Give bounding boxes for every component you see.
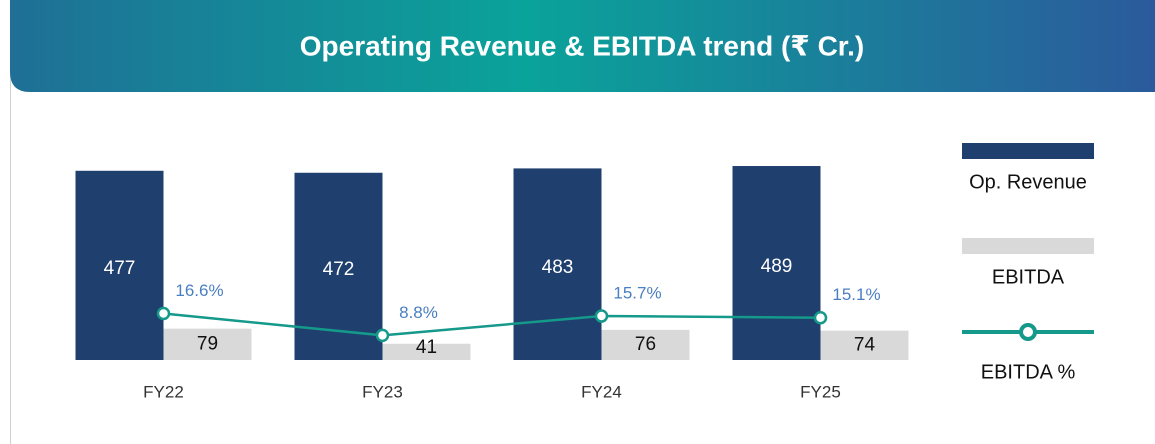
bar bbox=[382, 343, 471, 360]
bar bbox=[820, 330, 909, 360]
data-label: 8.8% bbox=[399, 303, 438, 322]
data-label: 15.1% bbox=[832, 285, 880, 304]
legend-label: Op. Revenue bbox=[969, 171, 1087, 193]
line-point bbox=[375, 328, 390, 343]
x-tick-label: FY23 bbox=[362, 382, 403, 401]
data-label: 41 bbox=[416, 337, 437, 358]
chart-title: Operating Revenue & EBITDA trend (₹ Cr.) bbox=[300, 30, 865, 61]
legend-swatch bbox=[962, 238, 1094, 254]
data-label: 76 bbox=[635, 334, 656, 355]
x-tick-label: FY24 bbox=[581, 382, 622, 401]
line-point bbox=[813, 310, 828, 325]
line-point bbox=[156, 306, 171, 321]
legend-label: EBITDA % bbox=[981, 361, 1076, 383]
data-label: 477 bbox=[104, 258, 136, 279]
bar bbox=[513, 168, 602, 360]
legend-swatch bbox=[1019, 323, 1037, 341]
data-label: 472 bbox=[323, 259, 355, 280]
legend-label: EBITDA bbox=[992, 266, 1065, 288]
data-label: 15.7% bbox=[613, 284, 661, 303]
data-label: 74 bbox=[854, 334, 876, 355]
data-label: 483 bbox=[542, 257, 574, 278]
data-label: 79 bbox=[197, 333, 218, 354]
bar bbox=[75, 170, 164, 360]
data-label: 16.6% bbox=[175, 281, 223, 300]
legend-swatch bbox=[962, 143, 1094, 159]
x-tick-label: FY25 bbox=[800, 382, 841, 401]
bar bbox=[163, 328, 252, 360]
bar bbox=[601, 329, 690, 360]
line-point bbox=[594, 309, 609, 323]
header-banner bbox=[10, 0, 1155, 92]
line bbox=[163, 312, 821, 337]
x-tick-label: FY22 bbox=[143, 382, 184, 401]
data-label: 489 bbox=[761, 256, 793, 277]
bar bbox=[732, 166, 821, 360]
